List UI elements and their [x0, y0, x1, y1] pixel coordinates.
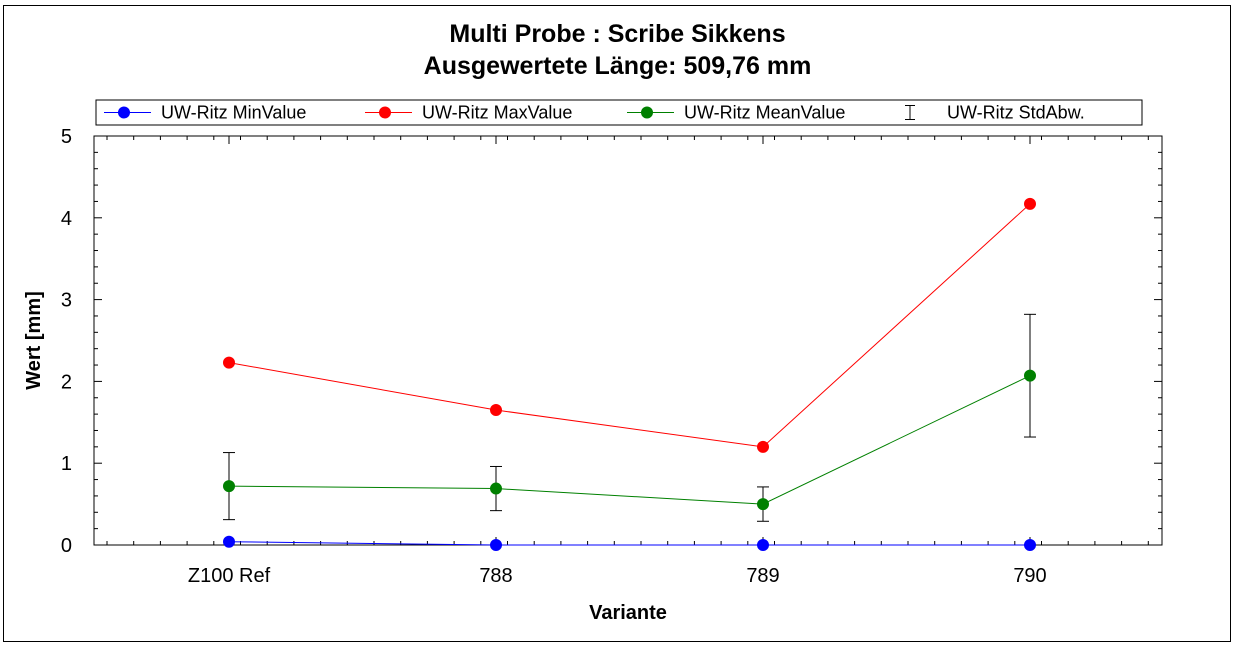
series-line-1 [228, 203, 1031, 448]
legend-marker [118, 106, 130, 119]
x-tick-label: 788 [479, 565, 512, 587]
y-tick-label: 5 [61, 126, 72, 148]
series-point-2 [490, 482, 502, 495]
series-point-0 [1024, 539, 1036, 551]
series-point-1 [757, 440, 769, 453]
series-point-2 [757, 498, 769, 511]
series-point-0 [490, 539, 502, 551]
series-point-1 [490, 404, 502, 417]
x-tick-label: Z100 Ref [188, 565, 271, 587]
x-tick-label: 790 [1013, 565, 1046, 587]
legend-marker [379, 106, 391, 119]
y-tick-label: 1 [61, 453, 72, 475]
x-axis-label: Variante [589, 602, 667, 624]
legend-marker [641, 106, 653, 119]
series-point-1 [1024, 197, 1036, 210]
legend-label: UW-Ritz MaxValue [422, 103, 572, 123]
series-line-2 [228, 375, 1031, 505]
legend-label: UW-Ritz MinValue [161, 103, 306, 123]
series-point-2 [223, 480, 235, 493]
chart-title: Multi Probe : Scribe Sikkens [449, 20, 786, 48]
y-tick-label: 2 [61, 371, 72, 393]
legend-box [95, 99, 1143, 126]
chart-subtitle: Ausgewertete Länge: 509,76 mm [423, 52, 812, 80]
y-tick-label: 4 [61, 208, 72, 230]
y-tick-label: 0 [61, 535, 72, 557]
y-tick-label: 3 [61, 290, 72, 312]
series-point-1 [223, 356, 235, 369]
series-point-0 [757, 539, 769, 551]
legend-label: UW-Ritz StdAbw. [947, 103, 1085, 123]
series-point-2 [1024, 369, 1036, 382]
plot-area [93, 135, 1163, 546]
x-tick-label: 789 [746, 565, 779, 587]
legend-label: UW-Ritz MeanValue [684, 103, 845, 123]
series-point-0 [223, 535, 235, 548]
series-line-0 [228, 541, 1030, 546]
y-axis-label: Wert [mm] [23, 291, 45, 390]
